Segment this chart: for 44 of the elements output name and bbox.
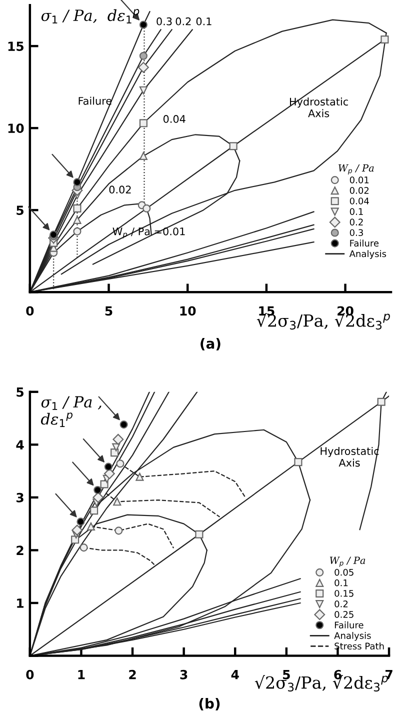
x-tick-label: 3 (180, 670, 188, 680)
y-tick-label: 15 (8, 42, 24, 51)
y-tick-label: 5 (16, 206, 24, 216)
x-tick-label: 5 (105, 306, 112, 316)
annotation: Failure (78, 96, 112, 105)
annotation: 0.04 (163, 115, 186, 123)
annotation: 0.2 (176, 17, 191, 26)
legend-label: 0.2 (334, 600, 348, 608)
y-tick-label: 1 (17, 598, 24, 608)
y-tick-label: 3 (16, 492, 24, 502)
text: (b) (199, 698, 220, 710)
legend-label: 0.25 (334, 611, 354, 618)
legend-label: Stress Path (334, 642, 384, 650)
legend-title: W$_{p}$ / Pa (338, 164, 374, 175)
x-tick-label: 10 (180, 306, 196, 316)
legend-label: 0.1 (350, 208, 363, 215)
y-tick-label: 2 (16, 546, 24, 555)
x-tick-label: 1 (78, 670, 85, 680)
text: (a) (200, 338, 220, 350)
legend-label: 0.15 (334, 590, 354, 597)
legend-label: 0.1 (334, 579, 348, 586)
legend-label: Analysis (349, 250, 386, 259)
y-tick-label: 10 (8, 124, 24, 133)
legend-label: Analysis (334, 632, 371, 641)
legend-title: W$_{p}$ / Pa (330, 556, 366, 567)
legend-label: Failure (350, 240, 379, 247)
legend-label: 0.04 (350, 198, 369, 204)
legend-label: 0.2 (350, 218, 363, 226)
y-tick-label: 5 (16, 388, 24, 397)
legend-label: 0.05 (334, 568, 354, 576)
annotation: 0.02 (109, 186, 131, 194)
x-tick-label: 4 (231, 670, 239, 680)
x-tick-label: 2 (129, 670, 136, 680)
x-tick-label: 0 (26, 306, 34, 316)
legend-label: 0.01 (350, 176, 369, 184)
legend-label: 0.3 (350, 229, 363, 236)
annotation: 0.3 (156, 17, 172, 26)
legend-label: 0.02 (350, 187, 369, 194)
y-tick-label: 4 (16, 440, 24, 450)
annotation: 0.1 (196, 17, 212, 26)
x-tick-label: 0 (26, 670, 34, 680)
x-tick-label: 7 (386, 670, 392, 680)
y-axis-title: σ$_{1}$ / Pa , dε$_{1}$$^{p}$ (40, 396, 102, 427)
legend-label: Failure (334, 621, 364, 628)
